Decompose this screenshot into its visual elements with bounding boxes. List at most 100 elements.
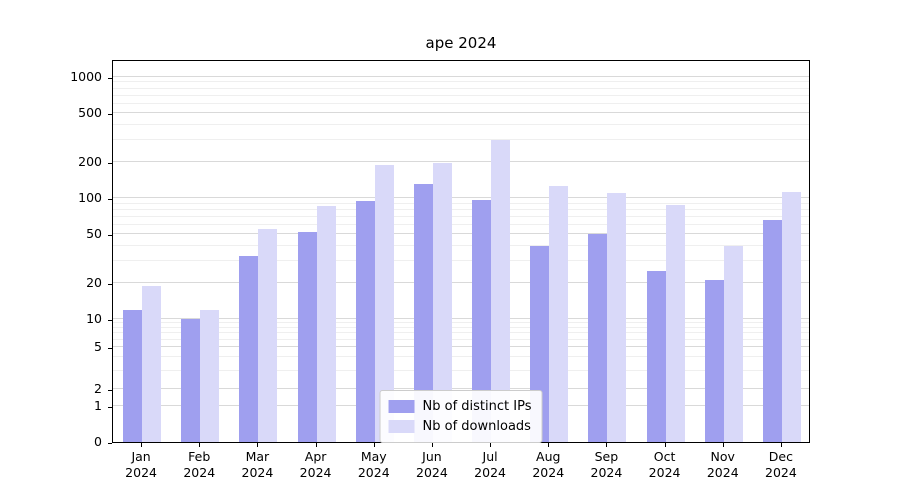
x-tick-label: Dec 2024 — [765, 449, 797, 480]
y-tick-label: 500 — [78, 105, 102, 120]
minor-gridline — [113, 81, 809, 83]
legend-label-distinct-ips: Nb of distinct IPs — [422, 398, 532, 414]
bar-distinct-ips-feb — [181, 319, 201, 442]
bar-distinct-ips-dec — [762, 220, 782, 442]
minor-gridline — [113, 223, 809, 225]
x-tick-mark — [373, 443, 375, 447]
bar-distinct-ips-nov — [704, 280, 724, 442]
x-tick-mark — [431, 443, 433, 447]
bar-downloads-sep — [607, 193, 627, 442]
y-tick-mark — [108, 443, 112, 444]
x-tick-mark — [722, 443, 724, 447]
x-tick-label: May 2024 — [357, 449, 390, 480]
y-tick-mark — [108, 390, 112, 392]
y-tick-mark — [108, 199, 112, 201]
y-tick-label: 0 — [94, 434, 102, 449]
y-tick-mark — [108, 284, 112, 286]
y-tick-label: 200 — [78, 154, 102, 170]
x-tick-mark — [606, 443, 608, 447]
minor-gridline — [113, 369, 809, 371]
major-gridline — [113, 318, 809, 320]
plot-area — [112, 60, 810, 443]
y-tick-label: 50 — [86, 226, 102, 242]
bar-distinct-ips-apr — [297, 232, 317, 442]
x-tick-mark — [141, 443, 143, 447]
chart-title: ape 2024 — [425, 34, 497, 52]
y-tick-label: 1 — [94, 397, 102, 413]
y-tick-mark — [108, 320, 112, 322]
bar-distinct-ips-jul — [472, 199, 492, 442]
x-tick-label: Aug 2024 — [532, 449, 565, 480]
bar-downloads-mar — [258, 229, 278, 442]
minor-gridline — [113, 356, 809, 358]
minor-gridline — [113, 215, 809, 217]
minor-gridline — [113, 87, 809, 89]
bar-downloads-aug — [549, 186, 569, 442]
bar-downloads-feb — [200, 309, 220, 442]
x-tick-mark — [548, 443, 550, 447]
major-gridline — [113, 76, 809, 78]
bar-downloads-jun — [432, 163, 452, 442]
legend-swatch-downloads — [388, 419, 415, 433]
bar-downloads-may — [374, 164, 394, 442]
x-tick-mark — [199, 443, 201, 447]
bar-distinct-ips-jan — [123, 309, 143, 442]
x-tick-label: Oct 2024 — [648, 449, 681, 480]
legend: Nb of distinct IPs Nb of downloads — [379, 390, 543, 443]
bar-distinct-ips-oct — [646, 271, 666, 442]
y-tick-label: 10 — [86, 311, 102, 327]
major-gridline — [113, 388, 809, 390]
x-tick-mark — [664, 443, 666, 447]
minor-gridline — [113, 94, 809, 96]
x-tick-label: Apr 2024 — [299, 449, 332, 480]
major-gridline — [113, 233, 809, 235]
bar-downloads-oct — [665, 204, 685, 442]
bar-downloads-jan — [142, 285, 162, 442]
bar-distinct-ips-may — [355, 200, 375, 442]
major-gridline — [113, 112, 809, 114]
minor-gridline — [113, 102, 809, 104]
minor-gridline — [113, 202, 809, 204]
y-tick-mark — [108, 235, 112, 237]
y-tick-mark — [108, 78, 112, 79]
minor-gridline — [113, 244, 809, 246]
bar-distinct-ips-mar — [239, 256, 259, 442]
y-tick-label: 5 — [94, 339, 102, 355]
major-gridline — [113, 197, 809, 199]
y-tick-label: 20 — [86, 275, 102, 291]
x-tick-label: Feb 2024 — [183, 449, 216, 480]
y-tick-mark — [108, 163, 112, 165]
minor-gridline — [113, 327, 809, 329]
bar-downloads-dec — [781, 192, 801, 442]
x-tick-label: Jun 2024 — [416, 449, 448, 480]
x-tick-mark — [780, 443, 782, 447]
legend-item-distinct-ips: Nb of distinct IPs — [388, 396, 532, 416]
bar-downloads-jul — [491, 140, 511, 442]
legend-item-downloads: Nb of downloads — [388, 416, 532, 436]
major-gridline — [113, 282, 809, 284]
x-tick-mark — [490, 443, 492, 447]
minor-gridline — [113, 332, 809, 334]
y-tick-label: 100 — [78, 190, 102, 206]
x-tick-label: Jan 2024 — [125, 449, 157, 480]
minor-gridline — [113, 322, 809, 324]
x-tick-mark — [257, 443, 259, 447]
y-tick-label: 2 — [94, 381, 102, 397]
minor-gridline — [113, 260, 809, 262]
major-gridline — [113, 161, 809, 163]
x-tick-mark — [315, 443, 317, 447]
minor-gridline — [113, 208, 809, 210]
x-tick-label: Jul 2024 — [474, 449, 506, 480]
y-tick-mark — [108, 348, 112, 350]
legend-label-downloads: Nb of downloads — [422, 418, 531, 434]
minor-gridline — [113, 139, 809, 141]
bar-distinct-ips-sep — [588, 234, 608, 442]
x-tick-label: Mar 2024 — [241, 449, 274, 480]
major-gridline — [113, 346, 809, 348]
minor-gridline — [113, 338, 809, 340]
y-tick-label: 1000 — [70, 69, 102, 84]
y-tick-mark — [108, 114, 112, 115]
minor-gridline — [113, 123, 809, 125]
y-tick-mark — [108, 406, 112, 408]
